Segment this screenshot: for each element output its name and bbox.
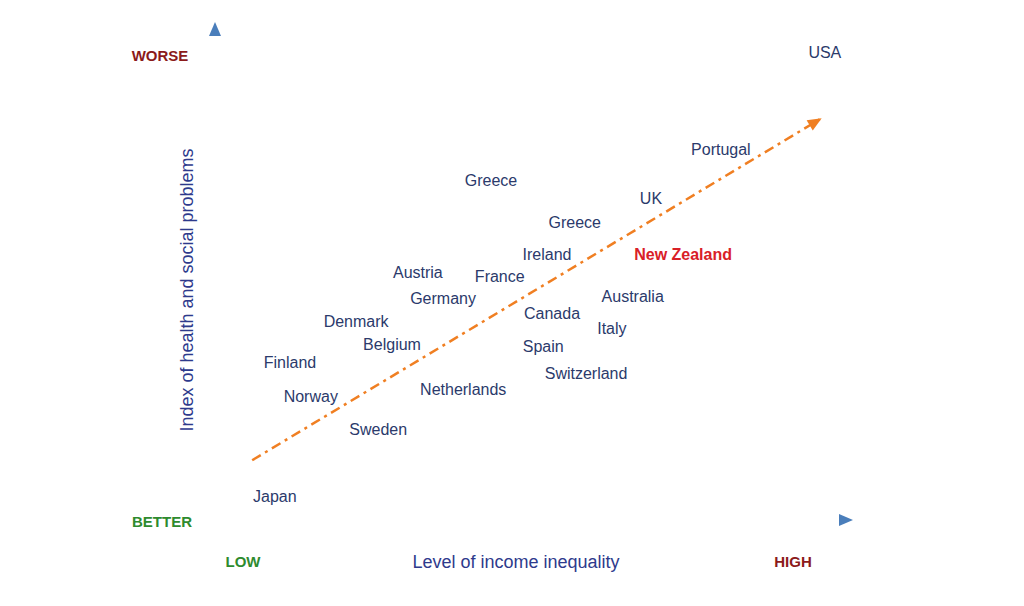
svg-text:Denmark: Denmark — [324, 313, 390, 330]
svg-text:Switzerland: Switzerland — [545, 365, 628, 382]
svg-text:Greece: Greece — [548, 214, 601, 231]
svg-text:Austria: Austria — [393, 264, 443, 281]
svg-text:Sweden: Sweden — [349, 421, 407, 438]
svg-text:UK: UK — [640, 190, 663, 207]
svg-text:Germany: Germany — [410, 290, 476, 307]
svg-text:Netherlands: Netherlands — [420, 381, 506, 398]
svg-text:Ireland: Ireland — [523, 246, 572, 263]
svg-text:Greece: Greece — [465, 172, 518, 189]
svg-text:Portugal: Portugal — [691, 141, 751, 158]
svg-text:Belgium: Belgium — [363, 336, 421, 353]
svg-text:WORSE: WORSE — [132, 47, 189, 64]
svg-text:Level of income inequality: Level of income inequality — [412, 552, 619, 572]
svg-text:USA: USA — [808, 44, 841, 61]
svg-text:HIGH: HIGH — [774, 553, 812, 570]
svg-text:Japan: Japan — [253, 488, 297, 505]
svg-text:Norway: Norway — [284, 388, 338, 405]
svg-text:Spain: Spain — [523, 338, 564, 355]
svg-text:New Zealand: New Zealand — [634, 246, 732, 263]
svg-text:BETTER: BETTER — [132, 513, 192, 530]
svg-text:Italy: Italy — [597, 320, 626, 337]
svg-text:France: France — [475, 268, 525, 285]
svg-text:Australia: Australia — [602, 288, 664, 305]
svg-text:LOW: LOW — [226, 553, 262, 570]
svg-text:Canada: Canada — [524, 305, 580, 322]
svg-text:Index of health and social pro: Index of health and social problems — [177, 148, 197, 431]
svg-text:Finland: Finland — [264, 354, 316, 371]
